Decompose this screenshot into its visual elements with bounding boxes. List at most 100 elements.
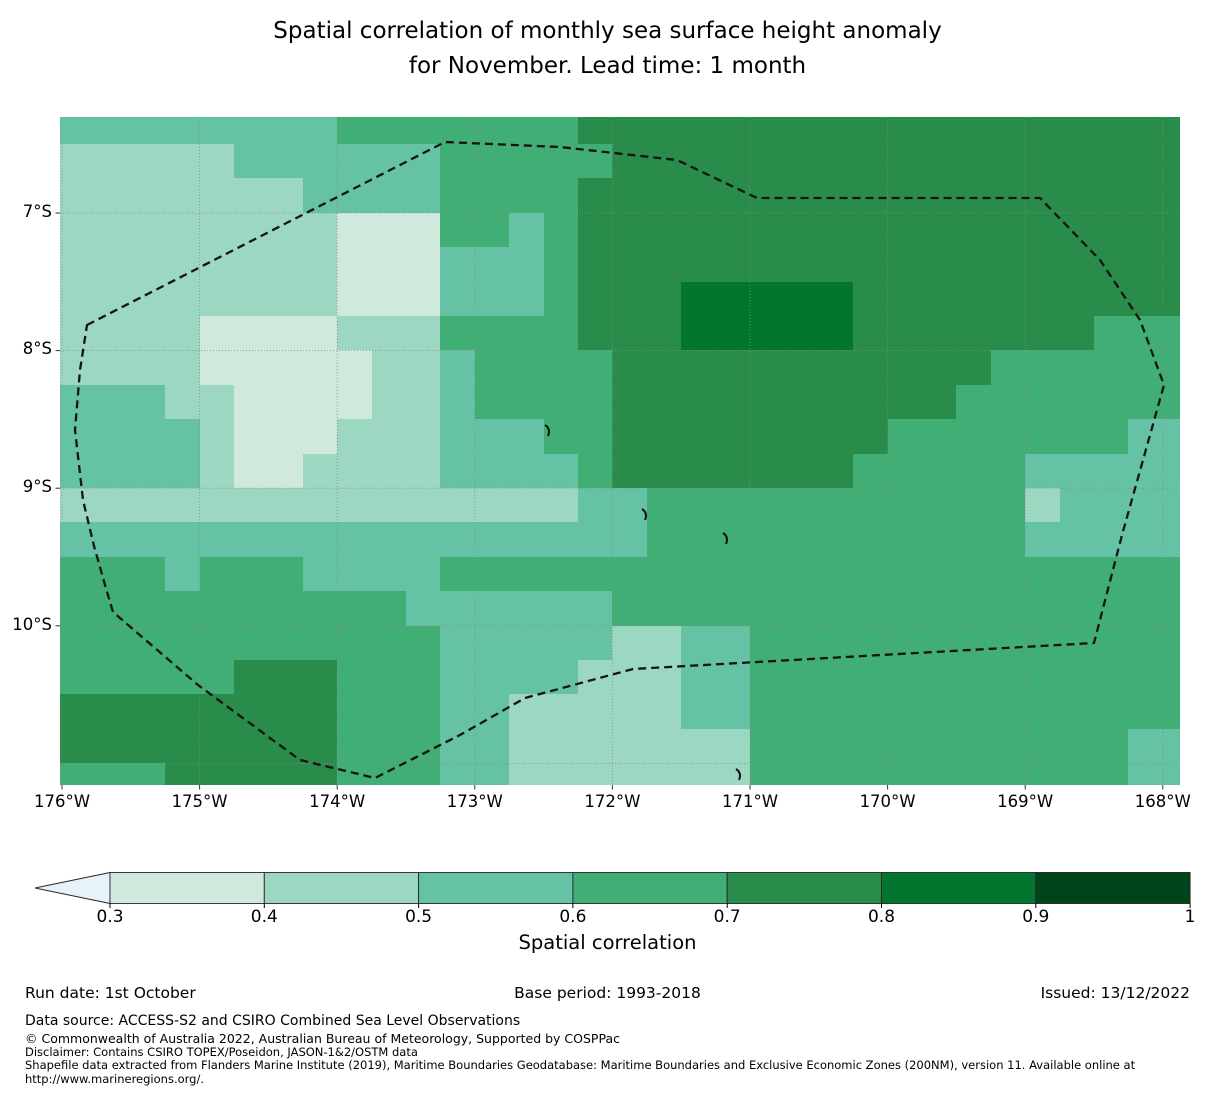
heatmap-cell xyxy=(1059,660,1094,695)
heatmap-cell xyxy=(1128,316,1163,351)
heatmap-cell xyxy=(784,247,819,282)
heatmap-cell xyxy=(578,350,613,385)
heatmap-cell xyxy=(990,556,1026,592)
heatmap-cell xyxy=(853,763,888,785)
heatmap-cell xyxy=(578,117,613,144)
heatmap-cell xyxy=(1025,591,1060,626)
heatmap-cell xyxy=(612,488,647,523)
heatmap-cell xyxy=(509,556,544,592)
heatmap-cell xyxy=(646,763,682,785)
heatmap-cell xyxy=(406,419,441,454)
heatmap-cell xyxy=(1059,625,1094,660)
heatmap-cell xyxy=(784,212,819,248)
heatmap-cell xyxy=(715,212,750,248)
heatmap-cell xyxy=(440,694,475,729)
heatmap-cell xyxy=(96,660,131,695)
heatmap-cell xyxy=(268,591,303,626)
heatmap-cell xyxy=(818,247,854,282)
heatmap-cell xyxy=(234,419,269,454)
heatmap-cell xyxy=(1162,384,1180,420)
heatmap-cell xyxy=(681,453,716,488)
heatmap-cell xyxy=(681,144,716,179)
heatmap-cell xyxy=(1094,316,1129,351)
heatmap-cell xyxy=(509,488,544,523)
heatmap-cell xyxy=(681,247,716,282)
heatmap-cell xyxy=(1025,660,1060,695)
heatmap-cell xyxy=(1162,316,1180,351)
colorbar-segment xyxy=(572,872,728,904)
heatmap-cell xyxy=(612,419,647,454)
lon-tick-label: 175°W xyxy=(171,792,228,811)
heatmap-cell xyxy=(96,419,131,454)
heatmap-cell xyxy=(715,660,750,695)
heatmap-cell xyxy=(1025,316,1060,351)
heatmap-cell xyxy=(474,728,510,764)
heatmap-cell xyxy=(1162,212,1180,248)
heatmap-cell xyxy=(578,522,613,557)
heatmap-cell xyxy=(268,488,303,523)
heatmap-cell xyxy=(234,384,269,420)
heatmap-cell xyxy=(1059,350,1094,385)
heatmap-cell xyxy=(406,212,441,248)
heatmap-cell xyxy=(406,556,441,592)
colorbar-segment xyxy=(1035,872,1191,904)
heatmap-cell xyxy=(268,117,303,144)
heatmap-cell xyxy=(60,316,97,351)
heatmap-cell xyxy=(60,144,97,179)
heatmap-cell xyxy=(956,694,991,729)
heatmap-cell xyxy=(199,488,234,523)
run-date: Run date: 1st October xyxy=(25,984,196,1002)
heatmap-cell xyxy=(887,281,922,316)
heatmap-cell xyxy=(1094,728,1129,764)
heatmap-cell xyxy=(1128,117,1163,144)
heatmap-cell xyxy=(268,763,303,785)
heatmap-cell xyxy=(1025,350,1060,385)
disclaimer-note: Disclaimer: Contains CSIRO TOPEX/Poseido… xyxy=(25,1045,418,1059)
heatmap-cell xyxy=(887,247,922,282)
heatmap-cell xyxy=(853,350,888,385)
heatmap-cell xyxy=(681,522,716,557)
heatmap-cell xyxy=(474,522,510,557)
heatmap-cell xyxy=(234,763,269,785)
heatmap-cell xyxy=(990,212,1026,248)
heatmap-cell xyxy=(406,178,441,213)
heatmap-cell xyxy=(199,178,234,213)
heatmap-cell xyxy=(784,144,819,179)
heatmap-cell xyxy=(1128,281,1163,316)
heatmap-cell xyxy=(234,350,269,385)
heatmap-cell xyxy=(578,694,613,729)
heatmap-cell xyxy=(612,384,647,420)
heatmap-cell xyxy=(130,178,166,213)
heatmap-cell xyxy=(165,178,200,213)
heatmap-cell xyxy=(1059,178,1094,213)
heatmap-cell xyxy=(922,556,957,592)
heatmap-cell xyxy=(1128,728,1163,764)
heatmap-cell xyxy=(887,453,922,488)
heatmap-cell xyxy=(302,556,338,592)
colorbar-segment xyxy=(881,872,1037,904)
heatmap-cell xyxy=(406,117,441,144)
heatmap-cell xyxy=(509,144,544,179)
heatmap-cell xyxy=(268,419,303,454)
heatmap-cell xyxy=(199,117,234,144)
heatmap-cell xyxy=(818,178,854,213)
heatmap-cell xyxy=(1128,591,1163,626)
heatmap-cell xyxy=(165,625,200,660)
heatmap-cell xyxy=(922,247,957,282)
heatmap-cell xyxy=(406,488,441,523)
heatmap-cell xyxy=(784,419,819,454)
heatmap-cell xyxy=(853,694,888,729)
heatmap-cell xyxy=(1059,281,1094,316)
heatmap-cell xyxy=(922,144,957,179)
heatmap-cell xyxy=(784,178,819,213)
heatmap-cell xyxy=(750,350,785,385)
heatmap-cell xyxy=(1025,763,1060,785)
heatmap-cell xyxy=(1162,488,1180,523)
heatmap-cell xyxy=(337,488,372,523)
heatmap-cell xyxy=(543,384,578,420)
shapefile-url: http://www.marineregions.org/. xyxy=(25,1072,204,1086)
heatmap-cell xyxy=(578,625,613,660)
heatmap-cell xyxy=(922,316,957,351)
heatmap-cell xyxy=(268,384,303,420)
heatmap-cell xyxy=(1128,763,1163,785)
